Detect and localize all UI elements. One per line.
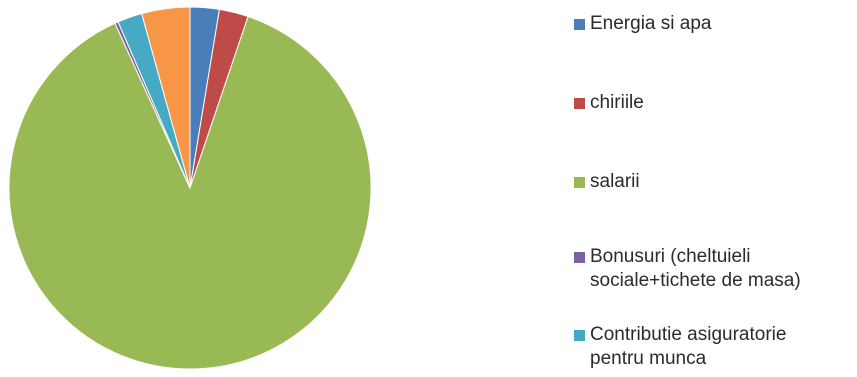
legend-swatch (574, 177, 585, 188)
legend-swatch (574, 330, 585, 341)
legend-swatch (574, 252, 585, 263)
legend: Energia si apa chiriile salarii Bonusuri… (574, 0, 857, 377)
legend-label: Energia si apa (590, 13, 712, 34)
legend-item: chiriile (574, 91, 644, 115)
legend-item: Bonusuri (cheltuieli sociale+tichete de … (574, 245, 801, 293)
pie-slice (141, 6, 191, 189)
legend-label: salarii (590, 171, 640, 192)
legend-label: Bonusuri (cheltuieli sociale+tichete de … (590, 246, 801, 291)
legend-label: Contributie asiguratorie pentru munca (590, 324, 787, 369)
legend-swatch (574, 19, 585, 30)
legend-swatch (574, 98, 585, 109)
pie-slice (8, 15, 372, 370)
legend-item: Energia si apa (574, 12, 711, 36)
legend-item: Contributie asiguratorie pentru munca (574, 323, 786, 371)
pie-plot-area (8, 6, 372, 370)
legend-label: chiriile (590, 92, 644, 113)
legend-item: salarii (574, 170, 640, 194)
